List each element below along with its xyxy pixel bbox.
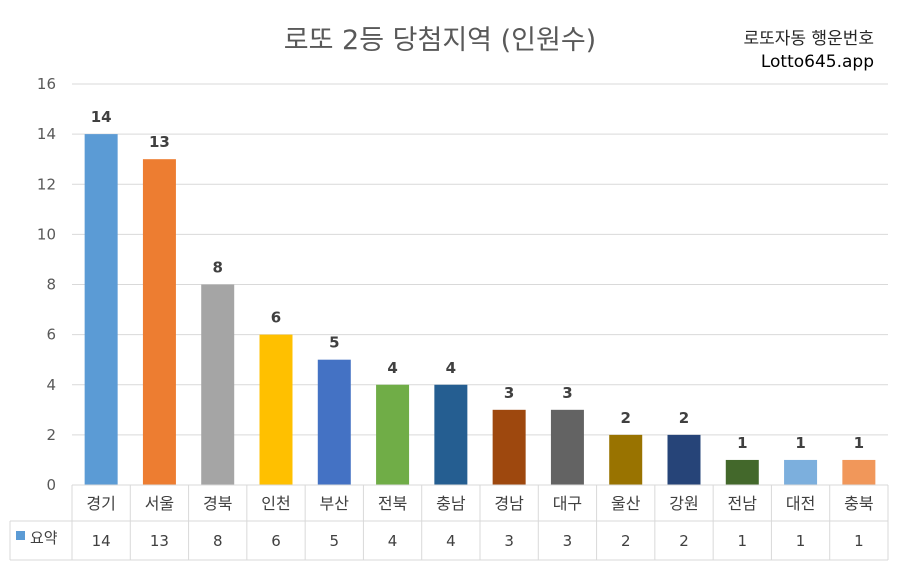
bar <box>609 434 643 485</box>
data-label: 6 <box>271 309 281 327</box>
y-axis-ticks: 0 2 4 6 8 10 12 14 16 <box>37 75 56 494</box>
bar <box>84 134 118 485</box>
table-value: 3 <box>504 532 514 550</box>
bar <box>317 359 351 485</box>
y-tick-label: 6 <box>46 326 56 344</box>
legend-swatch <box>16 531 25 540</box>
brand-text: 로또자동 행운번호 <box>743 29 874 49</box>
data-label: 5 <box>329 334 339 352</box>
table-value: 5 <box>330 532 340 550</box>
y-tick-label: 4 <box>46 376 56 394</box>
bars <box>84 134 876 485</box>
legend-label: 요약 <box>30 529 58 547</box>
y-tick-label: 16 <box>37 75 56 93</box>
table-value: 13 <box>150 532 169 550</box>
table-value: 1 <box>854 532 864 550</box>
category-label: 부산 <box>320 494 350 513</box>
data-label: 4 <box>387 359 397 377</box>
data-label: 13 <box>149 133 170 151</box>
table-value: 8 <box>213 532 223 550</box>
category-label: 강원 <box>669 494 698 513</box>
y-tick-label: 14 <box>37 125 56 143</box>
chart-title: 로또 2등 당첨지역 (인원수) <box>283 25 597 56</box>
bar <box>842 459 876 485</box>
table-value: 2 <box>679 532 689 550</box>
category-label: 전남 <box>728 494 758 513</box>
table-value: 14 <box>92 532 111 550</box>
table-value: 1 <box>796 532 806 550</box>
table-value: 4 <box>388 532 398 550</box>
table-value: 6 <box>271 532 281 550</box>
category-label: 전북 <box>378 494 407 513</box>
data-label: 1 <box>854 434 864 452</box>
y-tick-label: 12 <box>37 175 56 193</box>
category-label: 경북 <box>203 494 232 513</box>
data-table: 경기 14 서울 13 경북 8 인천 6 부산 5 전북 4 충남 4 경남 3 대구 3 울산 2 강원 2 전남 1 대전… <box>9 484 889 561</box>
y-tick-label: 8 <box>46 276 56 294</box>
bar <box>376 384 410 485</box>
data-labels: 14 13 8 6 5 4 4 3 3 2 2 1 1 1 <box>91 108 864 452</box>
bar <box>667 434 701 485</box>
category-label: 충남 <box>436 494 466 513</box>
data-label: 3 <box>562 384 572 402</box>
bar <box>550 409 584 485</box>
data-label: 3 <box>504 384 514 402</box>
bar <box>725 459 759 485</box>
table-value: 4 <box>446 532 456 550</box>
y-tick-label: 0 <box>46 476 56 494</box>
data-label: 8 <box>212 259 222 277</box>
category-label: 울산 <box>611 494 641 513</box>
bar <box>142 159 176 485</box>
data-label: 1 <box>737 434 747 452</box>
category-label: 대전 <box>786 494 815 513</box>
bar <box>434 384 468 485</box>
category-label: 인천 <box>261 494 290 513</box>
bar <box>201 284 235 485</box>
y-tick-label: 2 <box>46 426 56 444</box>
brand-url: Lotto645.app <box>760 52 874 72</box>
gridlines <box>72 83 888 436</box>
category-label: 경기 <box>86 494 115 513</box>
data-label: 2 <box>679 409 689 427</box>
data-label: 2 <box>620 409 630 427</box>
table-value: 2 <box>621 532 631 550</box>
bar <box>784 459 818 485</box>
bar <box>259 334 293 485</box>
category-label: 경남 <box>494 494 524 513</box>
table-value: 3 <box>563 532 573 550</box>
category-label: 서울 <box>145 494 174 513</box>
table-value: 1 <box>738 532 748 550</box>
data-label: 4 <box>446 359 456 377</box>
y-tick-label: 10 <box>37 225 56 243</box>
data-label: 14 <box>91 108 112 126</box>
bar <box>492 409 526 485</box>
data-label: 1 <box>795 434 805 452</box>
category-label: 충북 <box>844 494 873 513</box>
category-label: 대구 <box>553 494 582 513</box>
